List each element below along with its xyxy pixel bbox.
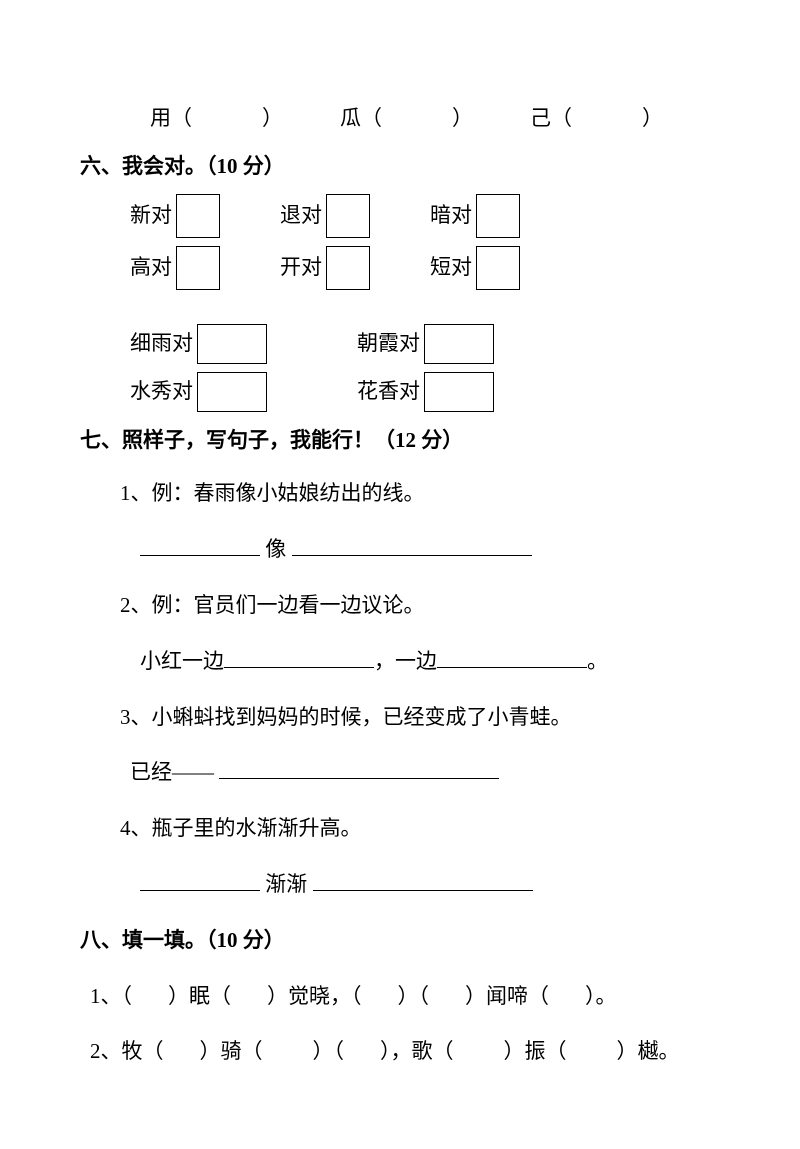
pair-label: 水秀对 <box>130 373 193 411</box>
answer-box[interactable] <box>176 246 220 290</box>
blank-underline[interactable] <box>224 644 374 668</box>
char-blank-row: 用 （ ） 瓜 （ ） 己 （ ） <box>80 100 720 138</box>
open-paren: （ <box>551 100 572 138</box>
pair-item: 细雨对 <box>130 324 267 364</box>
section7-title: 七、照样子，写句子，我能行！（12 分） <box>80 422 720 460</box>
open-paren: （ <box>361 100 382 138</box>
char-label: 己 <box>530 100 551 138</box>
pair-item: 新对 <box>130 194 220 238</box>
q4-answer-line: 渐渐 <box>80 866 720 904</box>
blank-underline[interactable] <box>313 867 533 891</box>
close-paren: ） <box>262 100 283 138</box>
q1-example: 1、例：春雨像小姑娘纺出的线。 <box>80 475 720 513</box>
answer-box[interactable] <box>476 194 520 238</box>
answer-box-wide[interactable] <box>197 372 267 412</box>
q2-suffix: 。 <box>587 649 608 673</box>
t2: ）觉晓，（ <box>267 984 362 1008</box>
pair-label: 短对 <box>430 249 472 287</box>
pair-row: 高对 开对 短对 <box>80 246 720 290</box>
t1: ）眠（ <box>168 984 231 1008</box>
char-blank-item: 瓜 （ ） <box>340 100 530 138</box>
pair-item: 退对 <box>280 194 370 238</box>
close-paren: ） <box>642 100 663 138</box>
section6-title: 六、我会对。（10 分） <box>80 148 720 186</box>
q4-mid: 渐渐 <box>265 872 307 896</box>
pair-item: 高对 <box>130 246 220 290</box>
q2-mid: ，一边 <box>374 649 437 673</box>
line1-num: 1、 <box>90 984 122 1008</box>
pair-label: 高对 <box>130 249 172 287</box>
t2: ）（ <box>313 1039 345 1063</box>
open-paren: （ <box>122 984 133 1008</box>
pair-label: 开对 <box>280 249 322 287</box>
t4: ）振（ <box>504 1039 567 1063</box>
answer-box-wide[interactable] <box>424 372 494 412</box>
answer-box[interactable] <box>326 194 370 238</box>
blank-underline[interactable] <box>219 755 499 779</box>
pair-item: 开对 <box>280 246 370 290</box>
open-paren: （ <box>171 100 192 138</box>
t1: ）骑（ <box>200 1039 263 1063</box>
close-paren: ） <box>452 100 473 138</box>
q1-mid: 像 <box>265 537 286 561</box>
pair-label: 花香对 <box>357 373 420 411</box>
answer-box[interactable] <box>326 246 370 290</box>
pair-row: 细雨对 朝霞对 <box>80 324 720 364</box>
answer-box[interactable] <box>476 246 520 290</box>
t4: ）闻啼（ <box>465 984 549 1008</box>
pair-item: 花香对 <box>357 372 494 412</box>
blank-underline[interactable] <box>292 532 532 556</box>
q2-example: 2、例：官员们一边看一边议论。 <box>80 587 720 625</box>
worksheet-page: 用 （ ） 瓜 （ ） 己 （ ） 六、我会对。（10 分） 新对 退对 <box>0 0 800 1149</box>
q3-prefix: 已经—— <box>130 760 219 784</box>
q4-example: 4、瓶子里的水渐渐升高。 <box>80 810 720 848</box>
pair-label: 新对 <box>130 197 172 235</box>
line2-num: 2、牧（ <box>90 1039 164 1063</box>
q2-answer-line: 小红一边 ，一边 。 <box>80 643 720 681</box>
fill-line-1: 1、（ ）眠（ ）觉晓，（ ）（ ）闻啼（ ）。 <box>80 978 720 1016</box>
pair-item: 朝霞对 <box>357 324 494 364</box>
answer-box[interactable] <box>176 194 220 238</box>
pair-item: 暗对 <box>430 194 520 238</box>
char-blank-item: 用 （ ） <box>150 100 340 138</box>
t5: ）樾。 <box>617 1039 680 1063</box>
q1-answer-line: 像 <box>80 531 720 569</box>
t5: ）。 <box>585 984 617 1008</box>
answer-box-wide[interactable] <box>197 324 267 364</box>
pair-label: 细雨对 <box>130 325 193 363</box>
q3-example: 3、小蝌蚪找到妈妈的时候，已经变成了小青蛙。 <box>80 699 720 737</box>
pair-row: 水秀对 花香对 <box>80 372 720 412</box>
blank-underline[interactable] <box>140 532 260 556</box>
pair-item: 水秀对 <box>130 372 267 412</box>
q2-prefix: 小红一边 <box>140 649 224 673</box>
t3: ）（ <box>398 984 430 1008</box>
pair-label: 朝霞对 <box>357 325 420 363</box>
q3-answer-line: 已经—— <box>80 754 720 792</box>
blank-underline[interactable] <box>140 867 260 891</box>
pair-item: 短对 <box>430 246 520 290</box>
char-blank-item: 己 （ ） <box>530 100 720 138</box>
t3: ），歌（ <box>380 1039 454 1063</box>
section8-title: 八、填一填。（10 分） <box>80 922 720 960</box>
pair-label: 暗对 <box>430 197 472 235</box>
char-label: 用 <box>150 100 171 138</box>
blank-underline[interactable] <box>437 644 587 668</box>
fill-line-2: 2、牧（ ）骑（ ）（ ），歌（ ）振（ ）樾。 <box>80 1033 720 1071</box>
pair-row: 新对 退对 暗对 <box>80 194 720 238</box>
pair-label: 退对 <box>280 197 322 235</box>
answer-box-wide[interactable] <box>424 324 494 364</box>
char-label: 瓜 <box>340 100 361 138</box>
